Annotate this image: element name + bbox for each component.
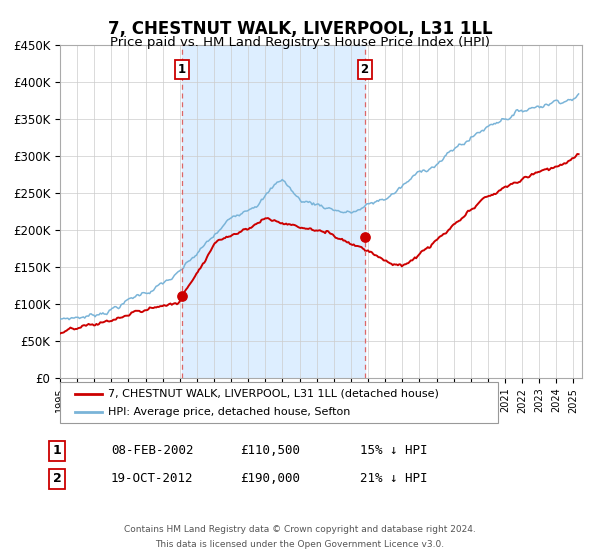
Text: 2: 2 — [361, 63, 369, 76]
Text: £190,000: £190,000 — [240, 472, 300, 486]
Point — [360, 233, 370, 242]
Text: Price paid vs. HM Land Registry's House Price Index (HPI): Price paid vs. HM Land Registry's House … — [110, 36, 490, 49]
Text: 21% ↓ HPI: 21% ↓ HPI — [360, 472, 427, 486]
Point — [177, 292, 187, 301]
Text: 7, CHESTNUT WALK, LIVERPOOL, L31 1LL (detached house): 7, CHESTNUT WALK, LIVERPOOL, L31 1LL (de… — [108, 389, 439, 399]
Text: 08-FEB-2002: 08-FEB-2002 — [111, 444, 193, 458]
Bar — [182, 45, 365, 378]
Text: This data is licensed under the Open Government Licence v3.0.: This data is licensed under the Open Gov… — [155, 540, 445, 549]
Text: 19-OCT-2012: 19-OCT-2012 — [111, 472, 193, 486]
Text: 7, CHESTNUT WALK, LIVERPOOL, L31 1LL: 7, CHESTNUT WALK, LIVERPOOL, L31 1LL — [107, 20, 493, 38]
Text: 15% ↓ HPI: 15% ↓ HPI — [360, 444, 427, 458]
Text: Contains HM Land Registry data © Crown copyright and database right 2024.: Contains HM Land Registry data © Crown c… — [124, 525, 476, 534]
Text: £110,500: £110,500 — [240, 444, 300, 458]
Text: 1: 1 — [178, 63, 185, 76]
Text: 2: 2 — [53, 472, 61, 486]
Text: HPI: Average price, detached house, Sefton: HPI: Average price, detached house, Seft… — [108, 407, 350, 417]
Text: 1: 1 — [53, 444, 61, 458]
